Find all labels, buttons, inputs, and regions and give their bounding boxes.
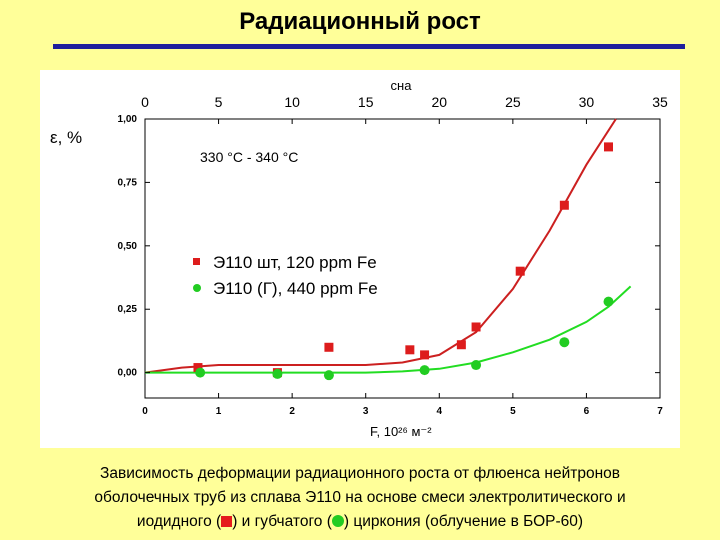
data-point-red-square [559, 200, 569, 210]
data-point-red-square [420, 350, 430, 360]
figure-caption: Зависимость деформации радиационного рос… [20, 462, 700, 534]
x-tick-label: 6 [584, 406, 590, 417]
legend-green-circle [193, 284, 201, 292]
data-point-red-square [324, 342, 334, 352]
y-axis-label: ε, % [50, 128, 82, 147]
x-tick-label: 4 [437, 406, 443, 417]
x-tick-label: 2 [289, 406, 295, 417]
top-tick-label: 0 [141, 94, 149, 110]
plot-frame [144, 118, 661, 399]
red-square-icon [221, 516, 233, 527]
temperature-annotation: 330 °C - 340 °C [200, 149, 298, 165]
data-point-red-square [456, 340, 466, 350]
data-point-green-circle [419, 365, 430, 376]
data-point-red-square [515, 266, 525, 276]
fit-curve-green [145, 285, 632, 374]
data-point-green-circle [272, 368, 283, 379]
caption-line-3: иодидного ( ) и губчатого ( ) циркония (об… [20, 510, 700, 534]
top-tick-label: 15 [358, 94, 374, 110]
data-point-green-circle [603, 296, 614, 307]
legend-red-label: Э110 шт, 120 ppm Fe [213, 253, 377, 272]
data-point-red-square [604, 142, 613, 152]
data-point-red-square [405, 345, 415, 355]
radiation-growth-chart: 0 1 2 3 4 5 6 7 0 5 10 15 20 25 30 35 0,00 0,25 0,50 0,75 1,… [50, 78, 668, 439]
title-underline [53, 44, 685, 49]
y-tick-label: 1,00 [118, 114, 138, 125]
legend-red-square [193, 258, 200, 265]
caption-line-1: Зависимость деформации радиационного рос… [100, 465, 620, 482]
x-axis-label: F, 10²⁶ м⁻² [370, 424, 432, 439]
data-point-green-circle [559, 337, 570, 348]
caption-text-a: иодидного ( [136, 513, 222, 530]
y-tick-label: 0,25 [118, 304, 138, 315]
caption-text-c: ) циркония (облучение в БОР-60) [343, 513, 584, 530]
y-tick-label: 0,50 [118, 241, 138, 252]
x-tick-label: 1 [216, 406, 222, 417]
caption-text-b: ) и губчатого ( [232, 513, 332, 530]
fit-curve-red [144, 118, 617, 374]
x-tick-label: 3 [363, 406, 369, 417]
slide-title: Радиационный рост [239, 8, 481, 35]
top-tick-label: 10 [284, 94, 300, 110]
data-point-green-circle [471, 360, 482, 371]
x-tick-label: 0 [142, 406, 148, 417]
data-point-red-square [471, 322, 481, 332]
y-tick-label: 0,00 [118, 368, 138, 379]
top-tick-label: 5 [215, 94, 223, 110]
data-point-red-square [193, 363, 203, 373]
x-tick-label: 7 [657, 406, 663, 417]
data-point-green-circle [195, 367, 206, 378]
top-tick-label: 30 [579, 94, 595, 110]
chart-panel: 0 1 2 3 4 5 6 7 0 5 10 15 20 25 30 35 0,00 0,25 0,50 0,75 1,… [40, 70, 680, 448]
x-tick-label: 5 [510, 406, 516, 417]
data-point-green-circle [323, 370, 334, 381]
green-circle-icon [331, 515, 344, 527]
top-tick-label: 20 [431, 94, 447, 110]
top-axis-label: сна [391, 78, 413, 93]
legend-green-label: Э110 (Г), 440 ppm Fe [213, 279, 378, 298]
top-tick-label: 35 [652, 94, 668, 110]
caption-line-2: оболочечных труб из сплава Э110 на основ… [94, 489, 626, 506]
top-tick-label: 25 [505, 94, 521, 110]
y-tick-label: 0,75 [118, 177, 138, 188]
